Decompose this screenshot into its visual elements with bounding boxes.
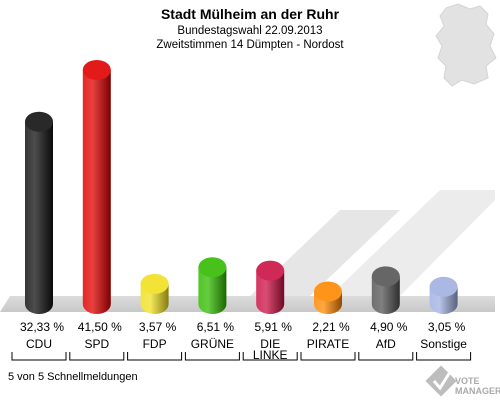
value-label: 2,21 % [312,320,350,334]
bar-cap [314,281,342,302]
bar-fdp [140,273,169,314]
bar-cap [429,276,458,297]
bar-cap [371,266,400,287]
value-label: 5,91 % [255,320,293,334]
bar-body [256,270,285,314]
category-bracket [184,352,240,361]
bar-cap [25,111,53,132]
category-label: CDU [26,337,52,351]
category-bracket [300,352,356,361]
bar-cap [140,273,169,294]
chart-subtitle-2: Zweitstimmen 14 Dümpten - Nordost [156,39,344,51]
category-bracket [11,352,67,361]
chart-shadow [330,190,495,296]
chart-floor [0,296,495,312]
bar-sonstige [429,276,458,314]
category-bracket [358,352,414,361]
chart-title: Stadt Mülheim an der Ruhr [161,6,340,22]
category-bracket [242,352,298,361]
bar-spd [82,60,111,314]
value-label: 4,90 % [370,320,408,334]
bar-grüne [198,257,227,314]
bar-cap [256,260,285,281]
category-label: Sonstige [420,337,467,351]
value-label: 3,57 % [139,320,177,334]
bar-pirate [314,281,342,314]
category-bracket [69,352,125,361]
footer-text: 5 von 5 Schnellmeldungen [8,371,138,383]
bar-body [82,70,111,314]
category-label: FDP [143,337,167,351]
value-label: 32,33 % [20,320,64,334]
germany-map-icon [435,3,497,87]
bar-die-linke [256,260,285,314]
value-label: 3,05 % [428,320,466,334]
bar-body [371,276,400,314]
bar-cdu [25,111,53,315]
bar-cap [82,60,111,80]
chart-shadow [250,210,400,296]
logo-text: VOTE [455,376,480,386]
value-label: 6,51 % [197,320,235,334]
category-label: AfD [376,337,396,351]
category-bracket [416,352,472,361]
svg-text:MANAGER: MANAGER [455,386,500,396]
category-label: LINKE [253,348,288,362]
value-labels-group: 32,33 % 41,50 % 3,57 % 6,51 % 5,91 % 2,21 % 4,… [20,320,466,334]
bars-group [25,60,458,315]
category-label: PIRATE [307,337,349,351]
votemanager-logo: VOTE MANAGER [425,365,500,397]
category-label: DIE [260,337,280,351]
category-label: GRÜNE [191,337,234,351]
bar-body [198,267,227,314]
bar-cap [198,257,227,278]
category-bracket [127,352,183,361]
category-label: SPD [84,337,109,351]
chart-subtitle: Bundestagswahl 22.09.2013 [177,25,322,37]
value-label: 41,50 % [78,320,122,334]
bar-body [25,121,53,315]
bar-afd [371,266,400,314]
